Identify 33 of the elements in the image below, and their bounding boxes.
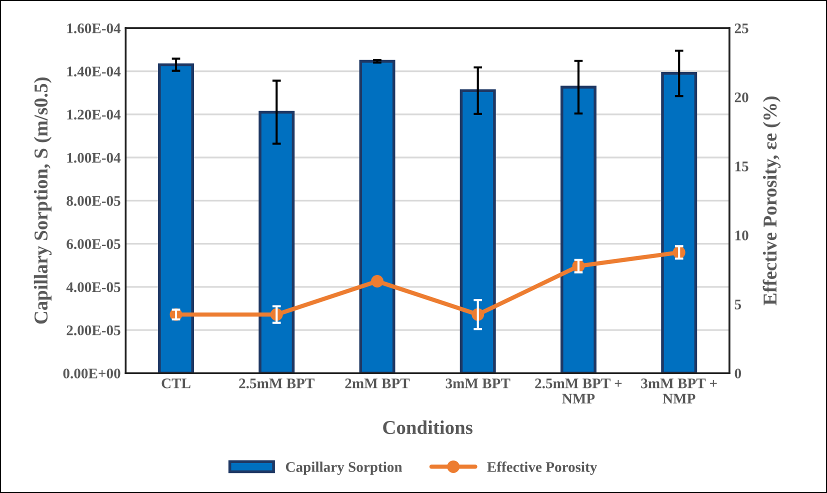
y-tick-label: 4.00E-05 [66, 282, 120, 292]
x-tick-label: 2mM BPT [345, 378, 410, 388]
y-tick-label: 6.00E-05 [66, 239, 120, 250]
bar [661, 72, 698, 374]
y-axis-title: Capillary Sorption, S (m/s0.5) [34, 78, 52, 324]
bar [460, 89, 496, 374]
x-tick-label: 3mM BPT [446, 378, 510, 388]
y-tick-label: 1.40E-04 [67, 66, 121, 77]
bar [158, 63, 194, 374]
y-tick-label: 0.00E+00 [63, 368, 120, 378]
bar [359, 60, 396, 374]
legend-label: Effective Porosity [487, 462, 598, 475]
y2-axis-title: Effective Porosity, εe (%) [762, 96, 781, 306]
x-tick-label: CTL [162, 378, 190, 388]
x-tick-label: 2.5mM BPT + NMP [535, 378, 622, 404]
bar [560, 86, 596, 374]
y2-tick-label: 25 [734, 24, 748, 34]
x-tick-label: 3mM BPT + NMP [641, 378, 717, 404]
y2-tick-label: 20 [734, 92, 748, 102]
x-axis-title: Conditions [383, 420, 472, 434]
point [371, 275, 384, 288]
y-tick-label: 1.20E-04 [67, 110, 121, 120]
bar [258, 110, 295, 374]
legend-label: Capillary Sorption [286, 462, 402, 475]
y-tick-label: 1.00E-04 [67, 152, 121, 163]
x-tick-label: 2.5mM BPT [239, 378, 314, 388]
y2-tick-label: 5 [734, 300, 742, 310]
y2-tick-label: 10 [735, 230, 748, 240]
y-tick-label: 1.60E-04 [67, 23, 121, 34]
y-tick-label: 2.00E-05 [66, 325, 120, 336]
y-tick-label: 8.00E-05 [66, 196, 120, 206]
y2-tick-label: 15 [735, 162, 748, 172]
y2-tick-label: 0 [734, 368, 742, 378]
